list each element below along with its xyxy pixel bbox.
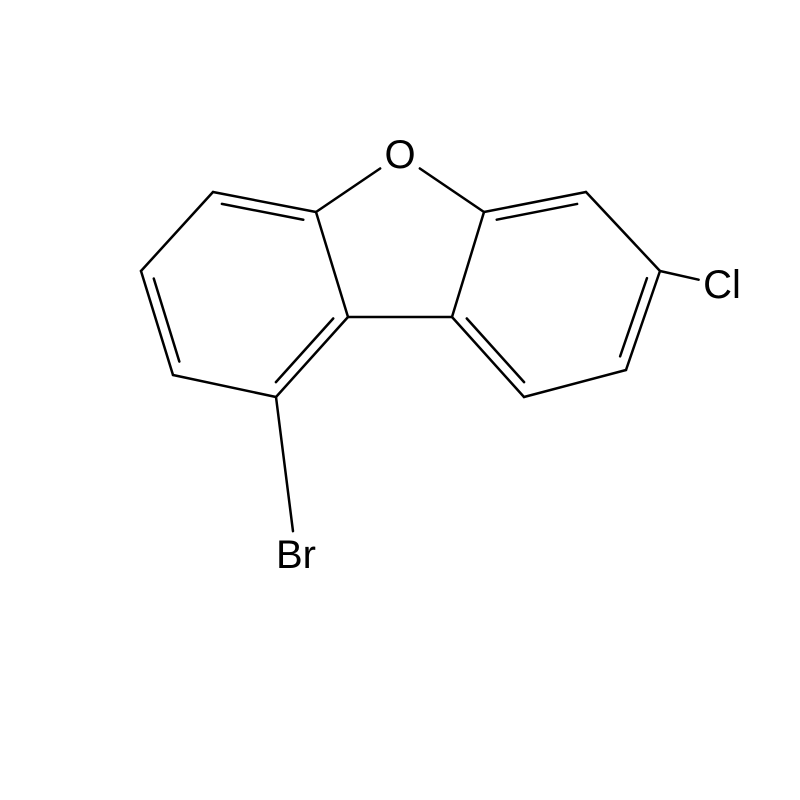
bond [586, 192, 660, 271]
bond [276, 397, 293, 531]
atom-label-o: O [384, 133, 415, 177]
bond [276, 317, 348, 397]
bond [213, 192, 316, 212]
bond [173, 375, 276, 397]
bond [452, 212, 484, 317]
atom-label-br: Br [276, 533, 316, 577]
bond [154, 279, 180, 362]
bond [420, 168, 484, 212]
bond [141, 192, 213, 271]
bond [484, 192, 586, 212]
bond [316, 212, 348, 317]
molecule-canvas: O Cl Br [0, 0, 800, 800]
bond [660, 271, 699, 280]
bond [316, 168, 380, 212]
bond [452, 317, 524, 397]
bond [276, 318, 333, 382]
bond [524, 370, 626, 397]
bond [467, 318, 524, 382]
atom-label-cl: Cl [703, 263, 741, 307]
bond [626, 271, 660, 370]
